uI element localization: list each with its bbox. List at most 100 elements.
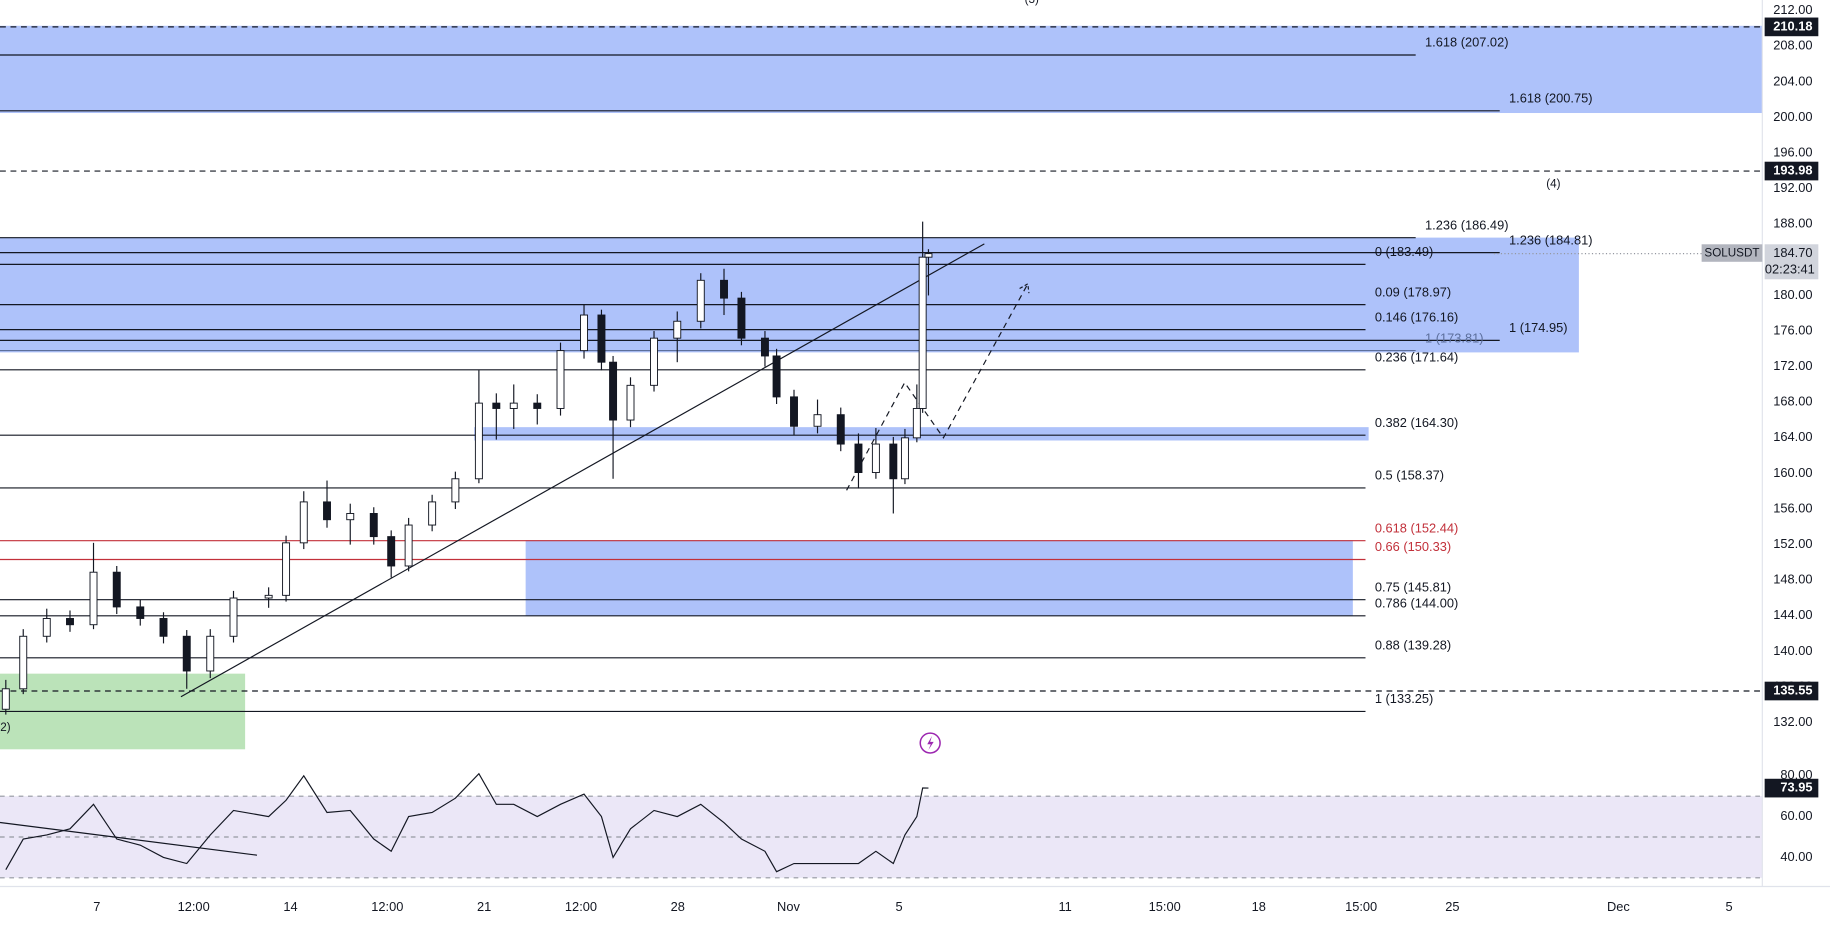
price-tag xyxy=(1764,17,1819,37)
trend-line xyxy=(846,283,1029,491)
candle-body xyxy=(626,384,635,421)
candle-body xyxy=(912,407,921,439)
y-tick-label: 140.00 xyxy=(1773,643,1812,658)
candle-body xyxy=(772,355,781,398)
candle-body xyxy=(737,297,746,339)
fib-level-label: 1.618 (200.75) xyxy=(1509,91,1592,106)
rsi-trend-line xyxy=(0,821,258,856)
candle-body xyxy=(673,320,682,339)
x-tick-label: Nov xyxy=(777,899,800,914)
candle-body xyxy=(854,443,863,474)
candle-body xyxy=(871,443,880,474)
candle-body xyxy=(369,513,378,538)
candle-body xyxy=(323,501,331,521)
x-tick-label: 12:00 xyxy=(178,899,210,914)
candle-body xyxy=(136,606,145,619)
fib-level-label: 1 (174.95) xyxy=(1509,320,1568,335)
fib-level-label: 0.88 (139.28) xyxy=(1375,638,1451,653)
rsi-pane xyxy=(0,772,1763,879)
y-tick-label: 208.00 xyxy=(1773,38,1812,53)
fib-level-label: 0.75 (145.81) xyxy=(1375,579,1451,594)
fib-level-label: 1.236 (186.49) xyxy=(1425,217,1508,232)
zone xyxy=(474,427,1369,441)
price-tag xyxy=(1764,161,1819,181)
candle-body xyxy=(597,314,606,363)
fib-level-label: 0.786 (144.00) xyxy=(1375,596,1458,611)
axes: 7 12:00 14 12:00 21 12:00 28 Nov 5 11 15:00 18 15:00… xyxy=(93,2,1819,914)
rsi-tag xyxy=(1764,778,1819,798)
candle-body xyxy=(650,337,658,386)
rsi-line xyxy=(5,772,929,873)
y-tick-label: 196.00 xyxy=(1773,144,1812,159)
candle-body xyxy=(918,256,927,409)
x-tick-label: Dec xyxy=(1607,899,1630,914)
fib-level-label: 1 (173.81) xyxy=(1425,330,1484,345)
candle-body xyxy=(264,594,273,599)
fib-level-label: 0 (183.49) xyxy=(1375,244,1434,259)
fib-level-label: 0.618 (152.44) xyxy=(1375,520,1458,535)
x-tick-label: 14 xyxy=(283,899,297,914)
candle-body xyxy=(556,350,565,409)
fib-level-label: 1 (133.25) xyxy=(1375,691,1434,706)
candle-body xyxy=(89,571,98,626)
fib-level-label: 0.5 (158.37) xyxy=(1375,468,1444,483)
alert-bolt xyxy=(927,736,934,751)
y-tick-label: 156.00 xyxy=(1773,500,1812,515)
wave-label: (2) xyxy=(0,721,11,734)
fib-level-label: 1.618 (207.02) xyxy=(1425,35,1508,50)
y-tick-label: 160.00 xyxy=(1773,465,1812,480)
x-tick-label: 12:00 xyxy=(565,899,597,914)
y-tick-label: 132.00 xyxy=(1773,714,1812,729)
rsi-tick-label: 80.00 xyxy=(1780,767,1812,782)
candle-body xyxy=(346,513,355,521)
arrow-head xyxy=(1019,282,1030,294)
candle-body xyxy=(509,402,518,409)
y-tick-label: 144.00 xyxy=(1773,607,1812,622)
candle-body xyxy=(66,618,74,626)
trend-line xyxy=(180,243,985,698)
y-tick-label: 148.00 xyxy=(1773,572,1812,587)
rsi-tick-label: 60.00 xyxy=(1780,808,1812,823)
x-tick-label: 15:00 xyxy=(1149,899,1181,914)
candle-body xyxy=(696,279,705,322)
y-tick-label: 168.00 xyxy=(1773,394,1812,409)
candle-body xyxy=(42,618,51,637)
candle-body xyxy=(282,542,291,596)
y-tick-label: 180.00 xyxy=(1773,287,1812,302)
fib-level-label: 0.146 (176.16) xyxy=(1375,309,1458,324)
wave-label: (4) xyxy=(1546,177,1560,190)
y-tick-label: 164.00 xyxy=(1773,429,1812,444)
candle-body xyxy=(451,478,460,503)
fib-level-label: 0.09 (178.97) xyxy=(1375,284,1451,299)
candle-body xyxy=(112,571,121,608)
candle-body xyxy=(580,314,588,352)
candle-body xyxy=(790,396,798,427)
fib-level-label: 0.382 (164.30) xyxy=(1375,415,1458,430)
y-tick-label: 176.00 xyxy=(1773,322,1812,337)
x-tick-label: 5 xyxy=(896,899,903,914)
candle-body xyxy=(492,402,501,409)
candle-body xyxy=(760,337,769,357)
fib-level-label: 1.236 (184.81) xyxy=(1509,232,1592,247)
candle-body xyxy=(1,688,10,710)
candle-body xyxy=(182,635,191,672)
price-tag xyxy=(1764,681,1819,701)
alert-icon[interactable] xyxy=(919,732,941,754)
alert-circle xyxy=(919,732,941,754)
candle-body xyxy=(404,524,413,567)
candle-body xyxy=(19,635,28,690)
price-tag-label: 184.70 xyxy=(1773,245,1812,260)
candle-body xyxy=(836,414,845,445)
fib-level-label: 0.66 (150.33) xyxy=(1375,539,1451,554)
countdown-label: 02:23:41 xyxy=(1765,261,1815,276)
candle-body xyxy=(900,437,909,480)
candle-body xyxy=(387,536,396,567)
rsi-tag-label: 73.95 xyxy=(1780,779,1812,794)
rsi-tick-label: 40.00 xyxy=(1780,849,1812,864)
zone xyxy=(0,237,1579,353)
candle-body xyxy=(889,443,898,480)
wave-label: (3) xyxy=(1025,0,1039,6)
price-tag xyxy=(1764,244,1819,280)
candle-body xyxy=(428,501,437,526)
